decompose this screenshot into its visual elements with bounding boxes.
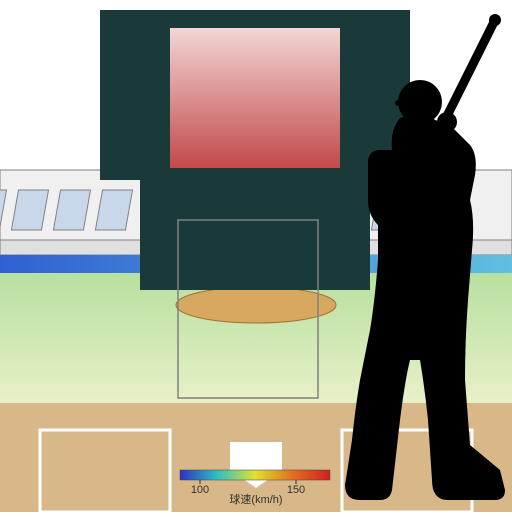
colorbar-tick: 150	[287, 484, 305, 496]
batter-hands	[437, 112, 457, 132]
pitchers-mound	[176, 287, 336, 323]
speed-colorbar-label: 球速(km/h)	[229, 492, 282, 506]
bat	[445, 20, 495, 120]
colorbar-tick: 100	[191, 484, 209, 496]
speed-colorbar	[180, 470, 330, 480]
pitch-location-scene: 100 150 球速(km/h)	[0, 0, 512, 512]
helmet-brim	[395, 100, 415, 106]
seat-panel	[11, 190, 48, 230]
scoreboard-support	[140, 180, 370, 290]
seat-panel	[95, 190, 132, 230]
seat-panel	[53, 190, 90, 230]
scene-svg: 100 150 球速(km/h)	[0, 0, 512, 512]
scoreboard-display	[170, 28, 340, 168]
bat-knob	[489, 14, 501, 26]
